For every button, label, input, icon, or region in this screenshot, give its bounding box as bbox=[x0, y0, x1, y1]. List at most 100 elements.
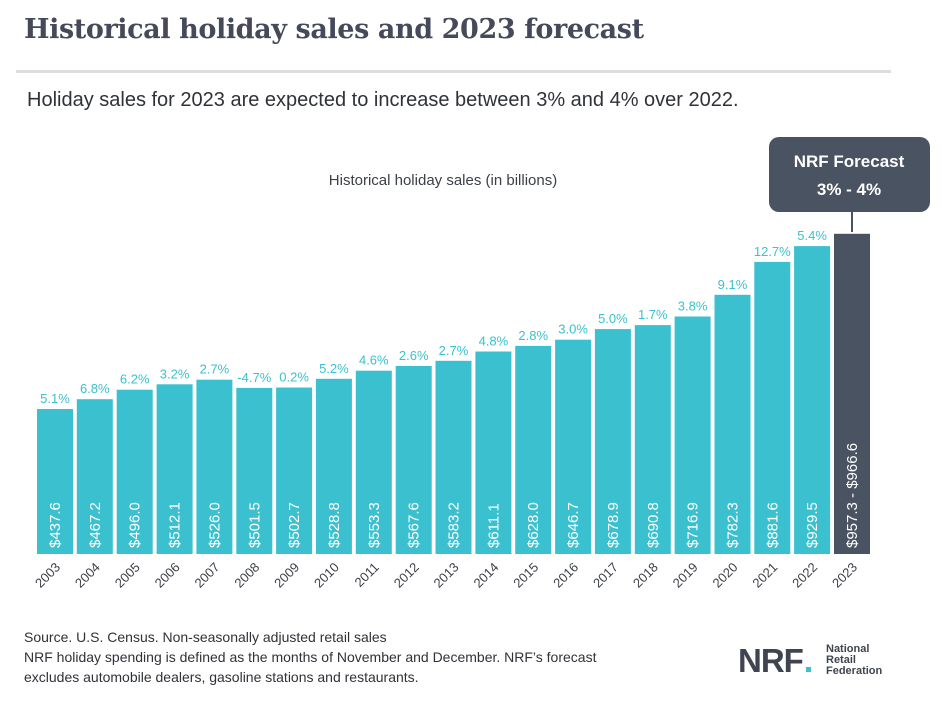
bar bbox=[754, 261, 791, 554]
growth-label: 2.7% bbox=[439, 343, 469, 358]
x-tick-label: 2022 bbox=[789, 560, 820, 591]
title-divider bbox=[16, 70, 891, 73]
growth-label: 0.2% bbox=[279, 370, 309, 385]
x-tick-label: 2018 bbox=[630, 560, 661, 591]
x-tick-label: 2019 bbox=[670, 560, 701, 591]
bar-value-label: $437.6 bbox=[47, 502, 64, 548]
bar-value-label: $929.5 bbox=[804, 502, 821, 548]
bar bbox=[276, 387, 313, 554]
bar bbox=[674, 316, 711, 554]
growth-label: -4.7% bbox=[237, 370, 271, 385]
bar bbox=[355, 370, 392, 554]
bar-value-label: $678.9 bbox=[605, 502, 622, 548]
nrf-logo: NRF National Retail Federation bbox=[738, 642, 883, 679]
forecast-callout-box bbox=[769, 137, 930, 212]
bar-value-label: $782.3 bbox=[725, 502, 742, 548]
bar bbox=[594, 329, 631, 554]
bar bbox=[116, 389, 153, 554]
source-line: Source. U.S. Census. Non-seasonally adju… bbox=[24, 629, 387, 645]
growth-label: 6.8% bbox=[80, 381, 110, 396]
bar-value-label: $502.7 bbox=[286, 502, 303, 548]
growth-label: 2.7% bbox=[200, 362, 230, 377]
nrf-logo-mark: NRF bbox=[738, 642, 803, 679]
forecast-bar bbox=[834, 233, 870, 555]
nrf-logo-line1: National bbox=[826, 643, 869, 655]
forecast-callout-range: 3% - 4% bbox=[817, 180, 881, 199]
x-tick-label: 2014 bbox=[470, 560, 501, 591]
bar-value-label: $467.2 bbox=[87, 502, 104, 548]
page-title: Historical holiday sales and 2023 foreca… bbox=[24, 14, 644, 45]
x-tick-label: 2009 bbox=[271, 560, 302, 591]
x-tick-label: 2017 bbox=[590, 560, 621, 591]
note-line-2: excludes automobile dealers, gasoline st… bbox=[24, 669, 419, 685]
bar bbox=[634, 325, 671, 554]
forecast-callout: NRF Forecast 3% - 4% bbox=[769, 137, 930, 232]
bar-value-label: $553.3 bbox=[366, 502, 383, 548]
nrf-logo-dot bbox=[806, 667, 811, 672]
chart-title: Historical holiday sales (in billions) bbox=[329, 172, 557, 189]
forecast-callout-title: NRF Forecast bbox=[794, 152, 905, 171]
growth-label: 12.7% bbox=[754, 244, 791, 259]
x-tick-label: 2010 bbox=[311, 560, 342, 591]
growth-label: 5.4% bbox=[797, 228, 827, 243]
bar bbox=[76, 399, 113, 554]
nrf-logo-line3: Federation bbox=[826, 665, 883, 677]
growth-label: 3.2% bbox=[160, 366, 190, 381]
growth-label: 9.1% bbox=[718, 277, 748, 292]
growth-label: 4.6% bbox=[359, 353, 389, 368]
bar-value-label: $567.6 bbox=[406, 502, 423, 548]
bar-value-label: $881.6 bbox=[764, 502, 781, 548]
bar bbox=[395, 366, 432, 554]
x-tick-label: 2016 bbox=[550, 560, 581, 591]
source-notes: Source. U.S. Census. Non-seasonally adju… bbox=[24, 627, 596, 687]
bar bbox=[156, 384, 193, 554]
growth-label: 5.0% bbox=[598, 311, 628, 326]
note-line-1: NRF holiday spending is defined as the m… bbox=[24, 649, 597, 665]
x-tick-label: 2013 bbox=[431, 560, 462, 591]
bar bbox=[37, 409, 73, 554]
bar bbox=[714, 294, 751, 554]
bar bbox=[555, 339, 592, 554]
bar bbox=[236, 387, 273, 554]
x-tick-label: 2003 bbox=[32, 560, 63, 591]
page-subtitle: Holiday sales for 2023 are expected to i… bbox=[27, 89, 739, 111]
bar-value-label: $526.0 bbox=[206, 502, 223, 548]
nrf-logo-line2: Retail bbox=[826, 654, 856, 666]
bar bbox=[515, 345, 552, 554]
bar bbox=[435, 360, 472, 554]
bar-value-label: $583.2 bbox=[446, 502, 463, 548]
bar-value-label: $611.1 bbox=[485, 503, 502, 548]
x-tick-label: 2005 bbox=[112, 560, 143, 591]
x-tick-label: 2012 bbox=[391, 560, 422, 591]
bar-value-label: $501.5 bbox=[246, 502, 263, 548]
bar-value-label: $957.3 - $966.6 bbox=[844, 443, 861, 548]
growth-label: 5.2% bbox=[319, 361, 349, 376]
bar-value-label: $646.7 bbox=[565, 502, 582, 548]
growth-label: 3.0% bbox=[558, 322, 588, 337]
x-tick-label: 2023 bbox=[829, 560, 860, 591]
bar-value-label: $716.9 bbox=[685, 502, 702, 548]
growth-label: 1.7% bbox=[638, 307, 668, 322]
bar-value-label: $528.8 bbox=[326, 502, 343, 548]
x-tick-label: 2021 bbox=[749, 560, 780, 591]
bar bbox=[196, 379, 233, 554]
bar-value-label: $628.0 bbox=[525, 502, 542, 548]
growth-label: 3.8% bbox=[678, 299, 708, 314]
x-tick-label: 2011 bbox=[352, 560, 382, 590]
growth-label: 2.6% bbox=[399, 348, 429, 363]
x-tick-label: 2004 bbox=[72, 560, 103, 591]
x-tick-label: 2007 bbox=[191, 560, 222, 591]
bar-value-label: $496.0 bbox=[127, 502, 144, 548]
x-tick-label: 2020 bbox=[710, 560, 741, 591]
x-tick-label: 2015 bbox=[510, 560, 541, 591]
bar-value-label: $690.8 bbox=[645, 502, 662, 548]
growth-label: 5.1% bbox=[40, 391, 70, 406]
growth-label: 4.8% bbox=[479, 334, 509, 349]
x-tick-label: 2006 bbox=[152, 560, 183, 591]
bar bbox=[475, 351, 512, 554]
growth-label: 2.8% bbox=[518, 328, 548, 343]
x-tick-label: 2008 bbox=[231, 560, 262, 591]
growth-label: 6.2% bbox=[120, 372, 150, 387]
bar bbox=[315, 378, 352, 554]
